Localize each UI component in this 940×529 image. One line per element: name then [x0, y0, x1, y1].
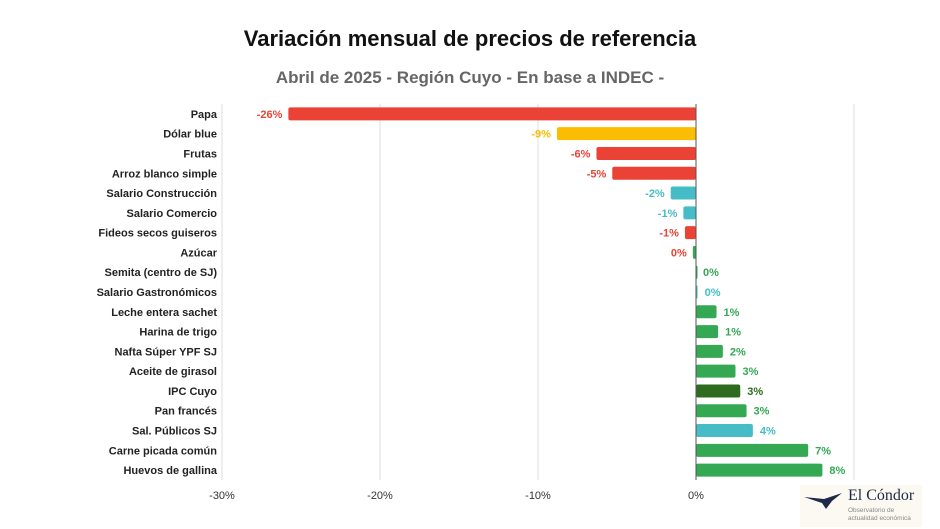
data-label: -1% [658, 208, 678, 220]
category-label: Papa [191, 109, 218, 121]
data-label: -5% [587, 168, 607, 180]
data-label: -9% [531, 129, 551, 141]
data-label: 0% [671, 247, 687, 259]
category-label: Leche entera sachet [111, 307, 217, 319]
bar [696, 384, 741, 398]
category-label: Frutas [183, 148, 217, 160]
chart-subtitle: Abril de 2025 - Región Cuyo - En base a … [275, 68, 665, 87]
category-label: Dólar blue [163, 129, 217, 141]
x-tick-label: -30% [209, 490, 235, 502]
category-label: Harina de trigo [139, 327, 217, 339]
data-label: 3% [754, 406, 770, 418]
bar [696, 443, 809, 457]
bar [696, 325, 719, 339]
x-tick-label: -10% [525, 490, 551, 502]
bar [684, 226, 696, 240]
condor-icon [804, 493, 842, 509]
data-label: 2% [730, 346, 746, 358]
data-label: -2% [645, 188, 665, 200]
bar [696, 305, 717, 319]
category-label: Aceite de girasol [129, 366, 217, 378]
category-label: Salario Comercio [127, 208, 218, 220]
data-label: 0% [703, 267, 719, 279]
category-label: Salario Gastronómicos [97, 287, 217, 299]
bar [683, 206, 696, 220]
category-label: Semita (centro de SJ) [105, 267, 218, 279]
bar [288, 107, 696, 121]
bar [596, 146, 696, 160]
category-label: Azúcar [180, 247, 217, 259]
el-condor-logo: El Cóndor Observatorio de actualidad eco… [800, 485, 922, 527]
chart-title: Variación mensual de precios de referenc… [243, 26, 697, 51]
category-label: Arroz blanco simple [112, 168, 217, 180]
data-label: 0% [705, 287, 721, 299]
category-label: Pan francés [155, 406, 217, 418]
data-label: -6% [571, 148, 591, 160]
data-label: 4% [760, 426, 776, 438]
category-label: Salario Construcción [106, 188, 217, 200]
data-label: -1% [659, 228, 679, 240]
bar [612, 166, 696, 180]
logo-name: El Cóndor [848, 487, 915, 504]
category-label: Fideos secos guiseros [98, 228, 217, 240]
logo-tagline: Observatorio de actualidad económica [848, 507, 911, 522]
bar [696, 364, 736, 378]
x-tick-label: -20% [367, 490, 393, 502]
category-label: Sal. Públicos SJ [132, 426, 217, 438]
bar [670, 186, 696, 200]
data-label: 3% [743, 366, 759, 378]
category-label: Huevos de gallina [123, 465, 217, 477]
bar [696, 424, 753, 438]
bar [692, 245, 696, 259]
category-label: Nafta Súper YPF SJ [115, 346, 218, 358]
data-label: 7% [815, 445, 831, 457]
category-label: IPC Cuyo [168, 386, 217, 398]
category-label: Carne picada común [109, 445, 217, 457]
data-label: 1% [725, 327, 741, 339]
data-label: 3% [747, 386, 763, 398]
data-label: 1% [724, 307, 740, 319]
data-label: -26% [257, 109, 283, 121]
bar [696, 404, 747, 418]
bar [696, 344, 723, 358]
bar [556, 127, 696, 141]
bar [696, 463, 823, 477]
x-tick-label: 0% [688, 490, 704, 502]
data-label: 8% [829, 465, 845, 477]
